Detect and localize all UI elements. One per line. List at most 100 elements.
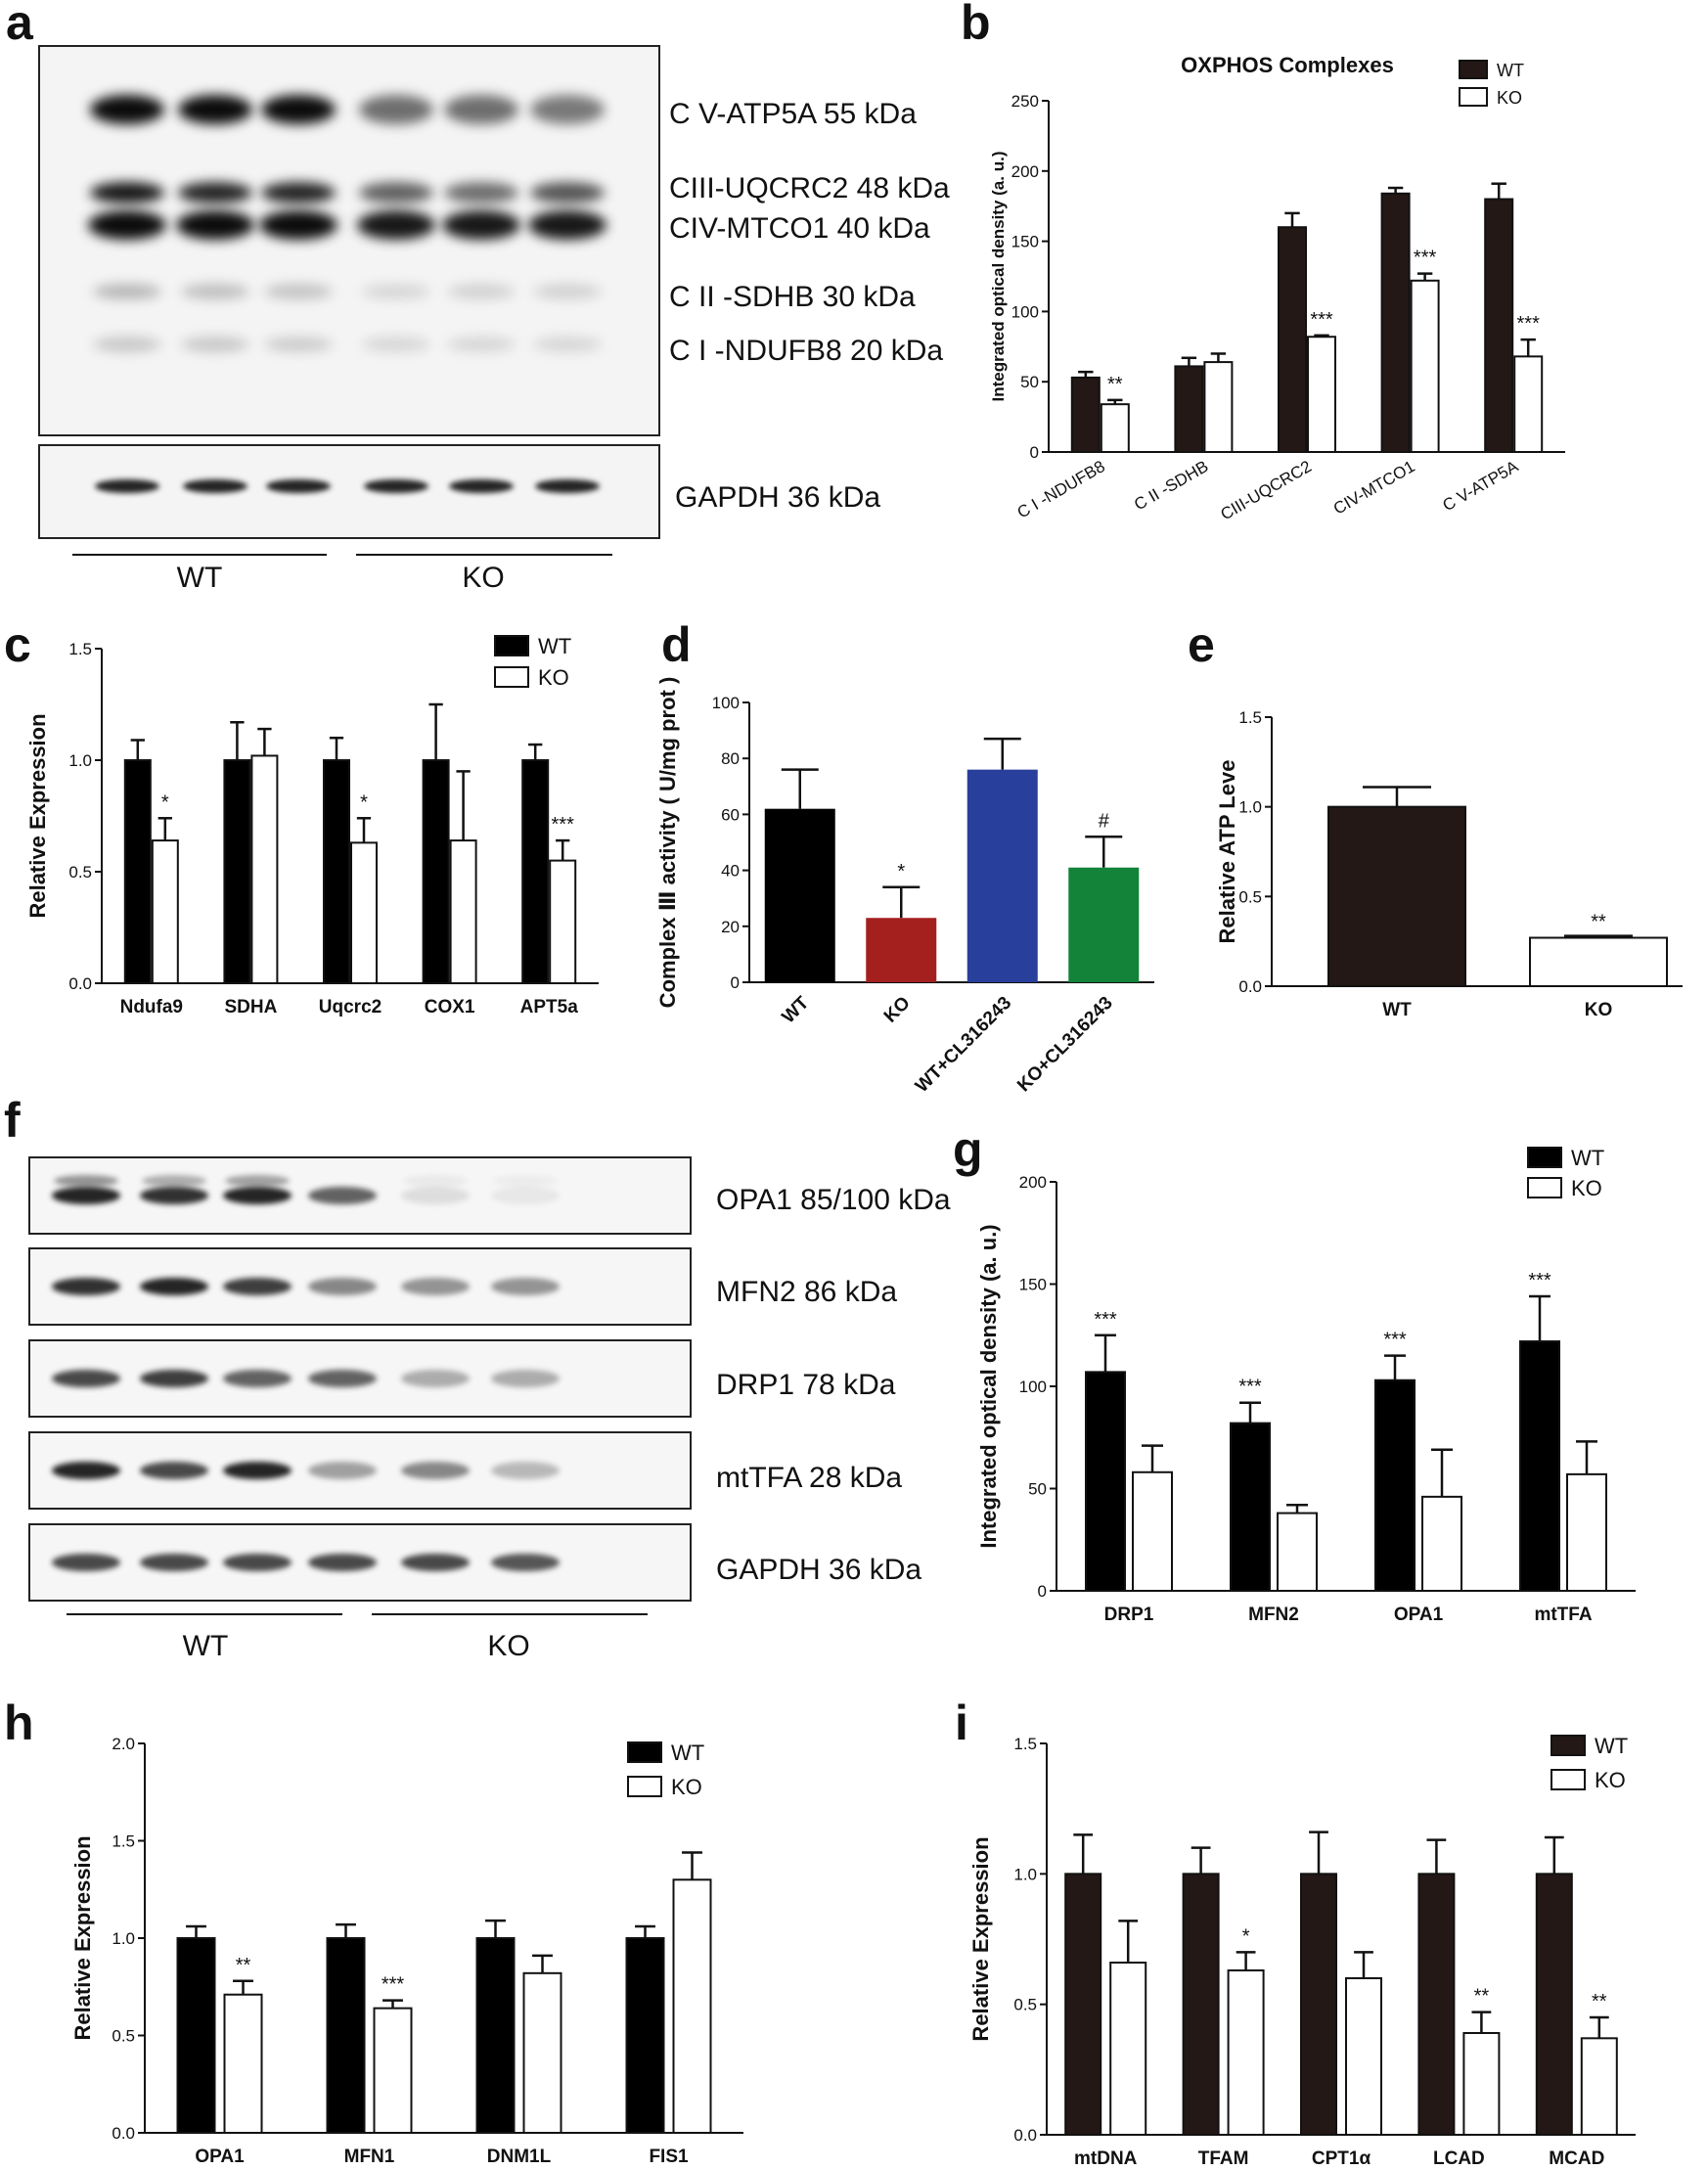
- bar-wt: [1484, 198, 1514, 454]
- significance-mark: ***: [1094, 1309, 1117, 1331]
- x-tick-label: OPA1: [1394, 1605, 1444, 1625]
- y-axis-title: Complex Ⅲ activity ( U/mg prot ): [655, 677, 680, 1009]
- y-axis-title: Relative Expression: [968, 1836, 993, 2041]
- bar-wt: [1417, 1873, 1456, 2137]
- x-tick-label: KO: [1585, 1000, 1613, 1020]
- x-tick-label: MFN1: [344, 2147, 395, 2167]
- bar-wt: [422, 759, 450, 984]
- blot-label-ci: C I -NDUFB8 20 kDa: [669, 335, 943, 367]
- legend-swatch: [627, 1776, 662, 1797]
- y-axis-title: Integrated optical density (a. u.): [989, 152, 1008, 402]
- y-tick-label: 0: [1030, 443, 1039, 462]
- blot-band: [447, 337, 516, 352]
- bar-wt+cl316243: [966, 769, 1038, 982]
- y-tick-label: 40: [721, 862, 740, 881]
- x-tick-label: Ndufa9: [120, 997, 183, 1017]
- blot-band-f: [401, 1554, 470, 1571]
- x-tick-label: mtDNA: [1074, 2148, 1138, 2169]
- blot-band: [93, 284, 161, 299]
- y-tick-label: 250: [1011, 92, 1039, 111]
- blot-band-f: [401, 1278, 470, 1295]
- significance-mark: *: [897, 861, 905, 882]
- bar-ko: [1203, 361, 1234, 454]
- blot-label-cv: C V-ATP5A 55 kDa: [669, 98, 917, 130]
- chart-h: 0.0 0.5 1.0 1.5 2.0 Relative Expression ** OPA1…: [70, 1735, 743, 2167]
- bar-ko: [549, 859, 577, 984]
- blot-a-bands: [88, 95, 607, 352]
- bar-wt: [326, 1937, 366, 2134]
- blot-band-f: [140, 1554, 208, 1571]
- blot-band: [90, 95, 164, 124]
- blot-band-f: [491, 1370, 560, 1387]
- panel-letter-f: f: [4, 1093, 21, 1148]
- bar-ko: [373, 2007, 413, 2134]
- blot-band-f: [52, 1370, 120, 1387]
- significance-mark: ***: [1310, 309, 1333, 331]
- y-tick-label: 1.0: [112, 1929, 135, 1948]
- blot-band-f: [401, 1187, 470, 1204]
- group-label-ko: KO: [462, 562, 504, 594]
- blot-label-drp1: DRP1 78 kDa: [716, 1369, 896, 1401]
- blot-band: [530, 95, 605, 124]
- bar-wt: [521, 759, 550, 984]
- legend-swatch: [1527, 1177, 1562, 1198]
- legend-label: WT: [1497, 61, 1524, 80]
- group-label-ko-f: KO: [487, 1630, 529, 1662]
- blot-band-f: [140, 1278, 208, 1295]
- chart-title: OXPHOS Complexes: [1181, 53, 1394, 77]
- x-tick-label: CIV-MTCO1: [1330, 457, 1418, 519]
- y-tick-label: 1.5: [112, 1832, 135, 1851]
- bar-wt: [1300, 1873, 1337, 2137]
- blot-band: [181, 337, 249, 352]
- y-tick-label: 0.5: [112, 2027, 135, 2046]
- blot-band-f: [52, 1278, 120, 1295]
- y-tick-label: 2.0: [112, 1735, 135, 1753]
- blot-band-f: [401, 1462, 470, 1479]
- bar-ko: [1109, 1962, 1147, 2136]
- x-tick-label: LCAD: [1433, 2148, 1485, 2169]
- legend-swatch: [1551, 1769, 1586, 1790]
- blot-band-opa1-upper: [403, 1175, 468, 1187]
- significance-mark: ***: [1383, 1330, 1407, 1351]
- y-tick-label: 50: [1020, 373, 1039, 391]
- blot-band: [261, 95, 336, 124]
- blot-band-f: [491, 1554, 560, 1571]
- blot-label-cii: C II -SDHB 30 kDa: [669, 281, 916, 313]
- blot-band-opa1-upper: [225, 1175, 290, 1187]
- y-tick-label: 0: [1038, 1582, 1047, 1601]
- significance-mark: **: [1474, 1986, 1490, 2008]
- x-tick-label: COX1: [425, 997, 475, 1017]
- x-tick-label: CIII-UQCRC2: [1218, 457, 1315, 523]
- bar-ko: [223, 1993, 263, 2134]
- bar-wt: [764, 808, 835, 982]
- significance-mark: **: [236, 1955, 251, 1976]
- legend-label: WT: [671, 1741, 704, 1765]
- blot-band-opa1-upper: [310, 1175, 375, 1187]
- blot-band: [259, 210, 337, 240]
- bar-ko: [1421, 1495, 1462, 1592]
- x-tick-label: WT: [1382, 1000, 1412, 1020]
- blot-band-f: [140, 1462, 208, 1479]
- blot-band-opa1-upper: [54, 1175, 118, 1187]
- legend-swatch: [1527, 1147, 1562, 1168]
- panel-letter-d: d: [661, 617, 692, 672]
- bar-wt: [1374, 1379, 1416, 1592]
- y-tick-label: 1.0: [68, 751, 92, 770]
- y-tick-label: 1.5: [1013, 1735, 1037, 1753]
- bar-ko: [1580, 2037, 1618, 2136]
- bar-ko: [1277, 1512, 1318, 1592]
- bar-ko: [1410, 279, 1440, 454]
- blot-band: [359, 95, 433, 124]
- bar-wt: [1519, 1340, 1560, 1593]
- bar-ko: [1462, 2032, 1501, 2136]
- chart-d: 0 20 40 60 80 100 Complex Ⅲ activity ( U/mg pr…: [655, 677, 1154, 1097]
- blot-band: [178, 182, 252, 203]
- bar-ko: [866, 918, 937, 982]
- blot-band: [264, 284, 333, 299]
- significance-mark: #: [1099, 810, 1110, 832]
- y-tick-label: 20: [721, 918, 740, 936]
- bar-ko: [250, 754, 279, 984]
- bar-wt: [323, 759, 350, 984]
- y-tick-label: 1.5: [68, 640, 92, 658]
- blot-label-gapdh: GAPDH 36 kDa: [675, 481, 880, 514]
